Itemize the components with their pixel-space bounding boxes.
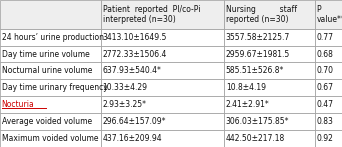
Bar (315, 96, 342, 113)
Text: 0.68: 0.68 (316, 50, 333, 59)
Text: 2.41±2.91*: 2.41±2.91* (226, 100, 269, 109)
Bar (315, 0, 342, 29)
Text: 0.83: 0.83 (316, 117, 333, 126)
Text: 306.03±175.85*: 306.03±175.85* (226, 117, 289, 126)
Bar (0, 130, 101, 147)
Text: 0.67: 0.67 (316, 83, 333, 92)
Bar (101, 0, 224, 29)
Bar (224, 79, 315, 96)
Bar (315, 113, 342, 130)
Text: 10.33±4.29: 10.33±4.29 (103, 83, 148, 92)
Text: 0.47: 0.47 (316, 100, 333, 109)
Bar (0, 113, 101, 130)
Bar (101, 62, 224, 79)
Bar (101, 29, 224, 46)
Text: Nocturia: Nocturia (2, 100, 35, 109)
Text: 3413.10±1649.5: 3413.10±1649.5 (103, 33, 167, 42)
Bar (224, 130, 315, 147)
Text: 2.93±3.25*: 2.93±3.25* (103, 100, 147, 109)
Bar (0, 29, 101, 46)
Bar (224, 62, 315, 79)
Bar (224, 46, 315, 62)
Bar (315, 46, 342, 62)
Text: 0.70: 0.70 (316, 66, 333, 75)
Text: 3557.58±2125.7: 3557.58±2125.7 (226, 33, 290, 42)
Bar (101, 96, 224, 113)
Text: Average voided volume: Average voided volume (2, 117, 92, 126)
Text: 637.93±540.4*: 637.93±540.4* (103, 66, 161, 75)
Text: Day time urinary frequency: Day time urinary frequency (2, 83, 107, 92)
Text: Day time urine volume: Day time urine volume (2, 50, 90, 59)
Text: 442.50±217.18: 442.50±217.18 (226, 134, 285, 143)
Text: 585.51±526.8*: 585.51±526.8* (226, 66, 284, 75)
Text: 24 hours’ urine production: 24 hours’ urine production (2, 33, 104, 42)
Bar (224, 96, 315, 113)
Bar (0, 79, 101, 96)
Bar (101, 46, 224, 62)
Bar (0, 96, 101, 113)
Text: Nursing          staff
reported (n=30): Nursing staff reported (n=30) (226, 5, 297, 24)
Text: P
value**: P value** (316, 5, 342, 24)
Text: Maximum voided volume: Maximum voided volume (2, 134, 98, 143)
Bar (315, 130, 342, 147)
Bar (315, 79, 342, 96)
Text: 0.92: 0.92 (316, 134, 333, 143)
Text: 2772.33±1506.4: 2772.33±1506.4 (103, 50, 167, 59)
Bar (224, 113, 315, 130)
Text: 10.8±4.19: 10.8±4.19 (226, 83, 266, 92)
Bar (315, 62, 342, 79)
Bar (224, 0, 315, 29)
Text: Patient  reported  PI/co-Pi
interpreted (n=30): Patient reported PI/co-Pi interpreted (n… (103, 5, 200, 24)
Bar (101, 113, 224, 130)
Text: 296.64±157.09*: 296.64±157.09* (103, 117, 166, 126)
Text: 0.77: 0.77 (316, 33, 333, 42)
Bar (315, 29, 342, 46)
Bar (101, 130, 224, 147)
Text: 2959.67±1981.5: 2959.67±1981.5 (226, 50, 290, 59)
Text: Nocturnal urine volume: Nocturnal urine volume (2, 66, 92, 75)
Bar (0, 0, 101, 29)
Bar (0, 62, 101, 79)
Bar (0, 46, 101, 62)
Bar (101, 79, 224, 96)
Bar (224, 29, 315, 46)
Text: 437.16±209.94: 437.16±209.94 (103, 134, 162, 143)
